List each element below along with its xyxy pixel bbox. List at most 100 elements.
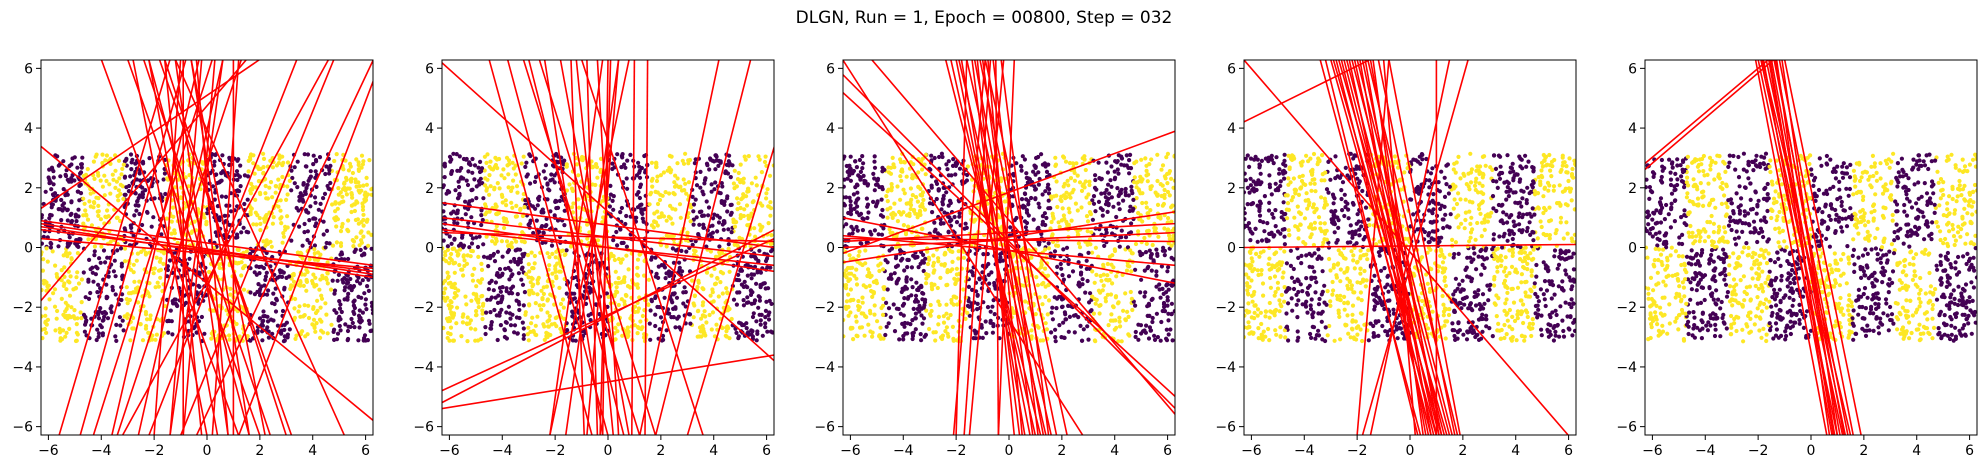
- scatter-point: [539, 209, 544, 214]
- scatter-point: [115, 248, 120, 253]
- scatter-point: [1090, 217, 1095, 222]
- scatter-point: [1100, 288, 1105, 293]
- scatter-point: [48, 245, 54, 250]
- scatter-point: [998, 255, 1003, 260]
- scatter-point: [732, 168, 737, 173]
- scatter-point: [116, 158, 122, 163]
- scatter-point: [54, 272, 59, 277]
- scatter-point: [72, 308, 77, 313]
- scatter-point: [158, 275, 163, 280]
- scatter-point: [1124, 268, 1130, 273]
- scatter-point: [252, 171, 257, 176]
- scatter-point: [257, 289, 262, 294]
- scatter-point: [128, 174, 133, 179]
- scatter-point: [480, 308, 485, 313]
- scatter-point: [100, 184, 105, 189]
- scatter-point: [366, 318, 372, 323]
- scatter-point: [370, 311, 373, 316]
- scatter-point: [495, 337, 500, 343]
- scatter-point: [480, 181, 485, 186]
- scatter-point: [1133, 241, 1139, 247]
- scatter-point: [691, 202, 697, 207]
- scatter-point: [458, 241, 463, 246]
- scatter-point: [721, 219, 726, 224]
- scatter-point: [914, 195, 919, 200]
- boundary-line: [543, 60, 604, 435]
- scatter-point: [356, 221, 361, 226]
- scatter-point: [450, 246, 455, 251]
- scatter-point: [690, 242, 695, 247]
- scatter-point: [763, 154, 768, 159]
- scatter-point: [1119, 156, 1125, 161]
- scatter-point: [263, 274, 268, 279]
- scatter-point: [667, 272, 672, 277]
- scatter-point: [508, 259, 513, 264]
- scatter-point: [1169, 312, 1174, 317]
- scatter-point: [451, 261, 456, 266]
- scatter-point: [292, 181, 297, 186]
- scatter-point: [713, 153, 719, 158]
- scatter-point: [983, 319, 988, 324]
- scatter-point: [872, 228, 878, 233]
- scatter-point: [91, 159, 96, 164]
- scatter-point: [158, 267, 163, 272]
- scatter-point: [881, 226, 886, 231]
- scatter-point: [757, 312, 762, 317]
- scatter-point: [320, 276, 326, 281]
- scatter-point: [307, 257, 312, 262]
- scatter-point: [1049, 330, 1054, 335]
- scatter-point: [479, 208, 484, 213]
- scatter-point: [586, 313, 591, 318]
- scatter-point: [504, 155, 510, 160]
- scatter-point: [1125, 245, 1131, 250]
- scatter-point: [134, 258, 139, 263]
- scatter-point: [686, 180, 692, 185]
- scatter-point: [355, 279, 360, 284]
- scatter-point: [737, 290, 742, 295]
- scatter-point: [558, 301, 564, 307]
- scatter-point: [284, 197, 289, 202]
- scatter-point: [324, 312, 329, 317]
- scatter-point: [713, 180, 718, 185]
- scatter-point: [936, 259, 941, 264]
- scatter-point: [694, 215, 699, 220]
- scatter-point: [540, 296, 545, 301]
- scatter-point: [369, 192, 373, 197]
- scatter-point: [170, 332, 175, 337]
- scatter-point: [119, 172, 124, 177]
- scatter-point: [1105, 273, 1110, 278]
- scatter-point: [143, 188, 148, 193]
- scatter-point: [946, 159, 951, 164]
- scatter-point: [701, 300, 706, 305]
- scatter-point: [624, 244, 630, 249]
- scatter-point: [1053, 162, 1059, 167]
- boundary-line: [132, 60, 208, 435]
- scatter-point: [673, 173, 678, 178]
- scatter-point: [78, 237, 83, 242]
- scatter-point: [553, 255, 558, 260]
- scatter-point: [745, 273, 750, 278]
- scatter-point: [744, 326, 749, 331]
- scatter-point: [533, 175, 539, 180]
- scatter-point: [511, 330, 517, 335]
- boundary-line: [522, 60, 641, 435]
- scatter-point: [767, 310, 772, 315]
- scatter-point: [339, 257, 344, 262]
- scatter-point: [1149, 297, 1154, 302]
- scatter-point: [478, 159, 483, 164]
- scatter-point: [244, 249, 249, 254]
- scatter-point: [474, 184, 479, 189]
- scatter-point: [500, 254, 505, 259]
- scatter-point: [868, 229, 873, 234]
- scatter-point: [545, 334, 550, 340]
- scatter-point: [854, 319, 859, 324]
- boundary-line: [137, 60, 224, 435]
- scatter-point: [616, 281, 621, 286]
- scatter-point: [677, 202, 683, 207]
- scatter-point: [344, 177, 349, 182]
- scatter-point: [856, 173, 861, 178]
- scatter-point: [749, 301, 754, 306]
- scatter-point: [469, 298, 474, 303]
- scatter-point: [251, 153, 256, 158]
- scatter-point: [470, 278, 476, 283]
